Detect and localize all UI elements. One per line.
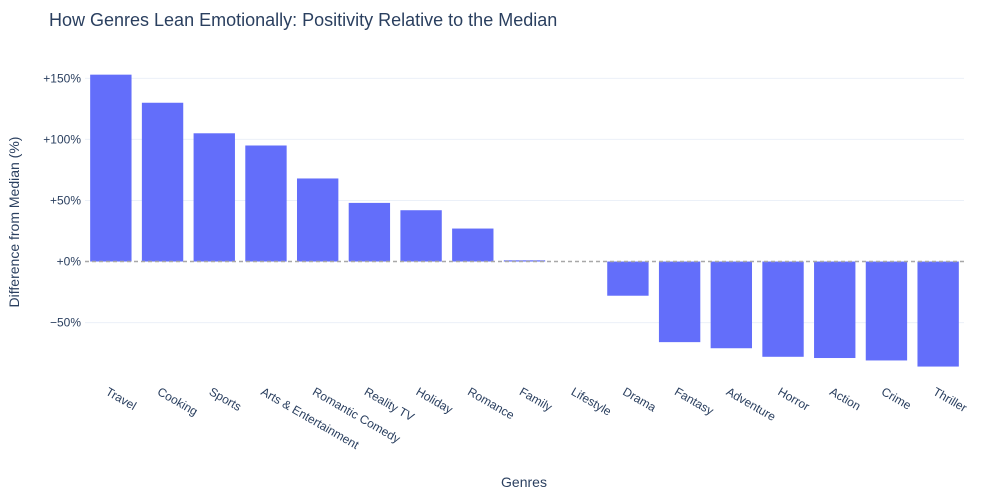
x-tick-label: Adventure [724, 384, 779, 424]
bar[interactable] [865, 261, 908, 361]
y-tick-label: +100% [43, 132, 81, 146]
y-tick-label: −50% [50, 316, 81, 330]
bar[interactable] [452, 228, 494, 262]
bar[interactable] [90, 74, 132, 262]
bar[interactable] [296, 178, 339, 262]
x-tick-label: Family [517, 384, 555, 414]
y-tick-label: +0% [57, 255, 82, 269]
x-tick-label: Holiday [414, 384, 456, 416]
bar[interactable] [503, 260, 546, 262]
bar[interactable] [762, 261, 804, 357]
x-tick-label: Action [827, 384, 863, 413]
x-axis-title: Genres [501, 474, 547, 490]
x-tick-label: Fantasy [672, 384, 716, 417]
y-axis-title: Difference from Median (%) [6, 137, 22, 308]
bar[interactable] [141, 102, 184, 262]
x-tick-label: Drama [620, 384, 658, 414]
bar[interactable] [400, 210, 442, 262]
x-tick-label: Romance [465, 384, 517, 422]
bar[interactable] [607, 261, 649, 296]
y-tick-label: +50% [50, 193, 81, 207]
bar[interactable] [917, 261, 959, 367]
x-tick-label: Horror [776, 384, 812, 413]
x-tick-label: Cooking [155, 384, 200, 418]
bar[interactable] [348, 202, 391, 262]
chart-title: How Genres Lean Emotionally: Positivity … [49, 10, 558, 30]
bar[interactable] [658, 261, 701, 343]
x-tick-label: Travel [103, 384, 138, 413]
bar[interactable] [193, 133, 235, 262]
bar[interactable] [710, 261, 753, 349]
x-tick-label: Thriller [931, 384, 970, 414]
x-axis: Travel Cooking Sports Arts & EntertainmentR… [103, 384, 969, 452]
x-tick-label: Sports [207, 384, 244, 413]
bar[interactable] [245, 145, 287, 262]
bar-series [90, 74, 959, 367]
bar[interactable] [814, 261, 856, 359]
y-axis: +150% +100% +50% +0% −50% [43, 71, 81, 329]
y-tick-label: +150% [43, 71, 81, 85]
x-tick-label: Crime [879, 384, 914, 412]
x-tick-label: Lifestyle [569, 384, 614, 418]
